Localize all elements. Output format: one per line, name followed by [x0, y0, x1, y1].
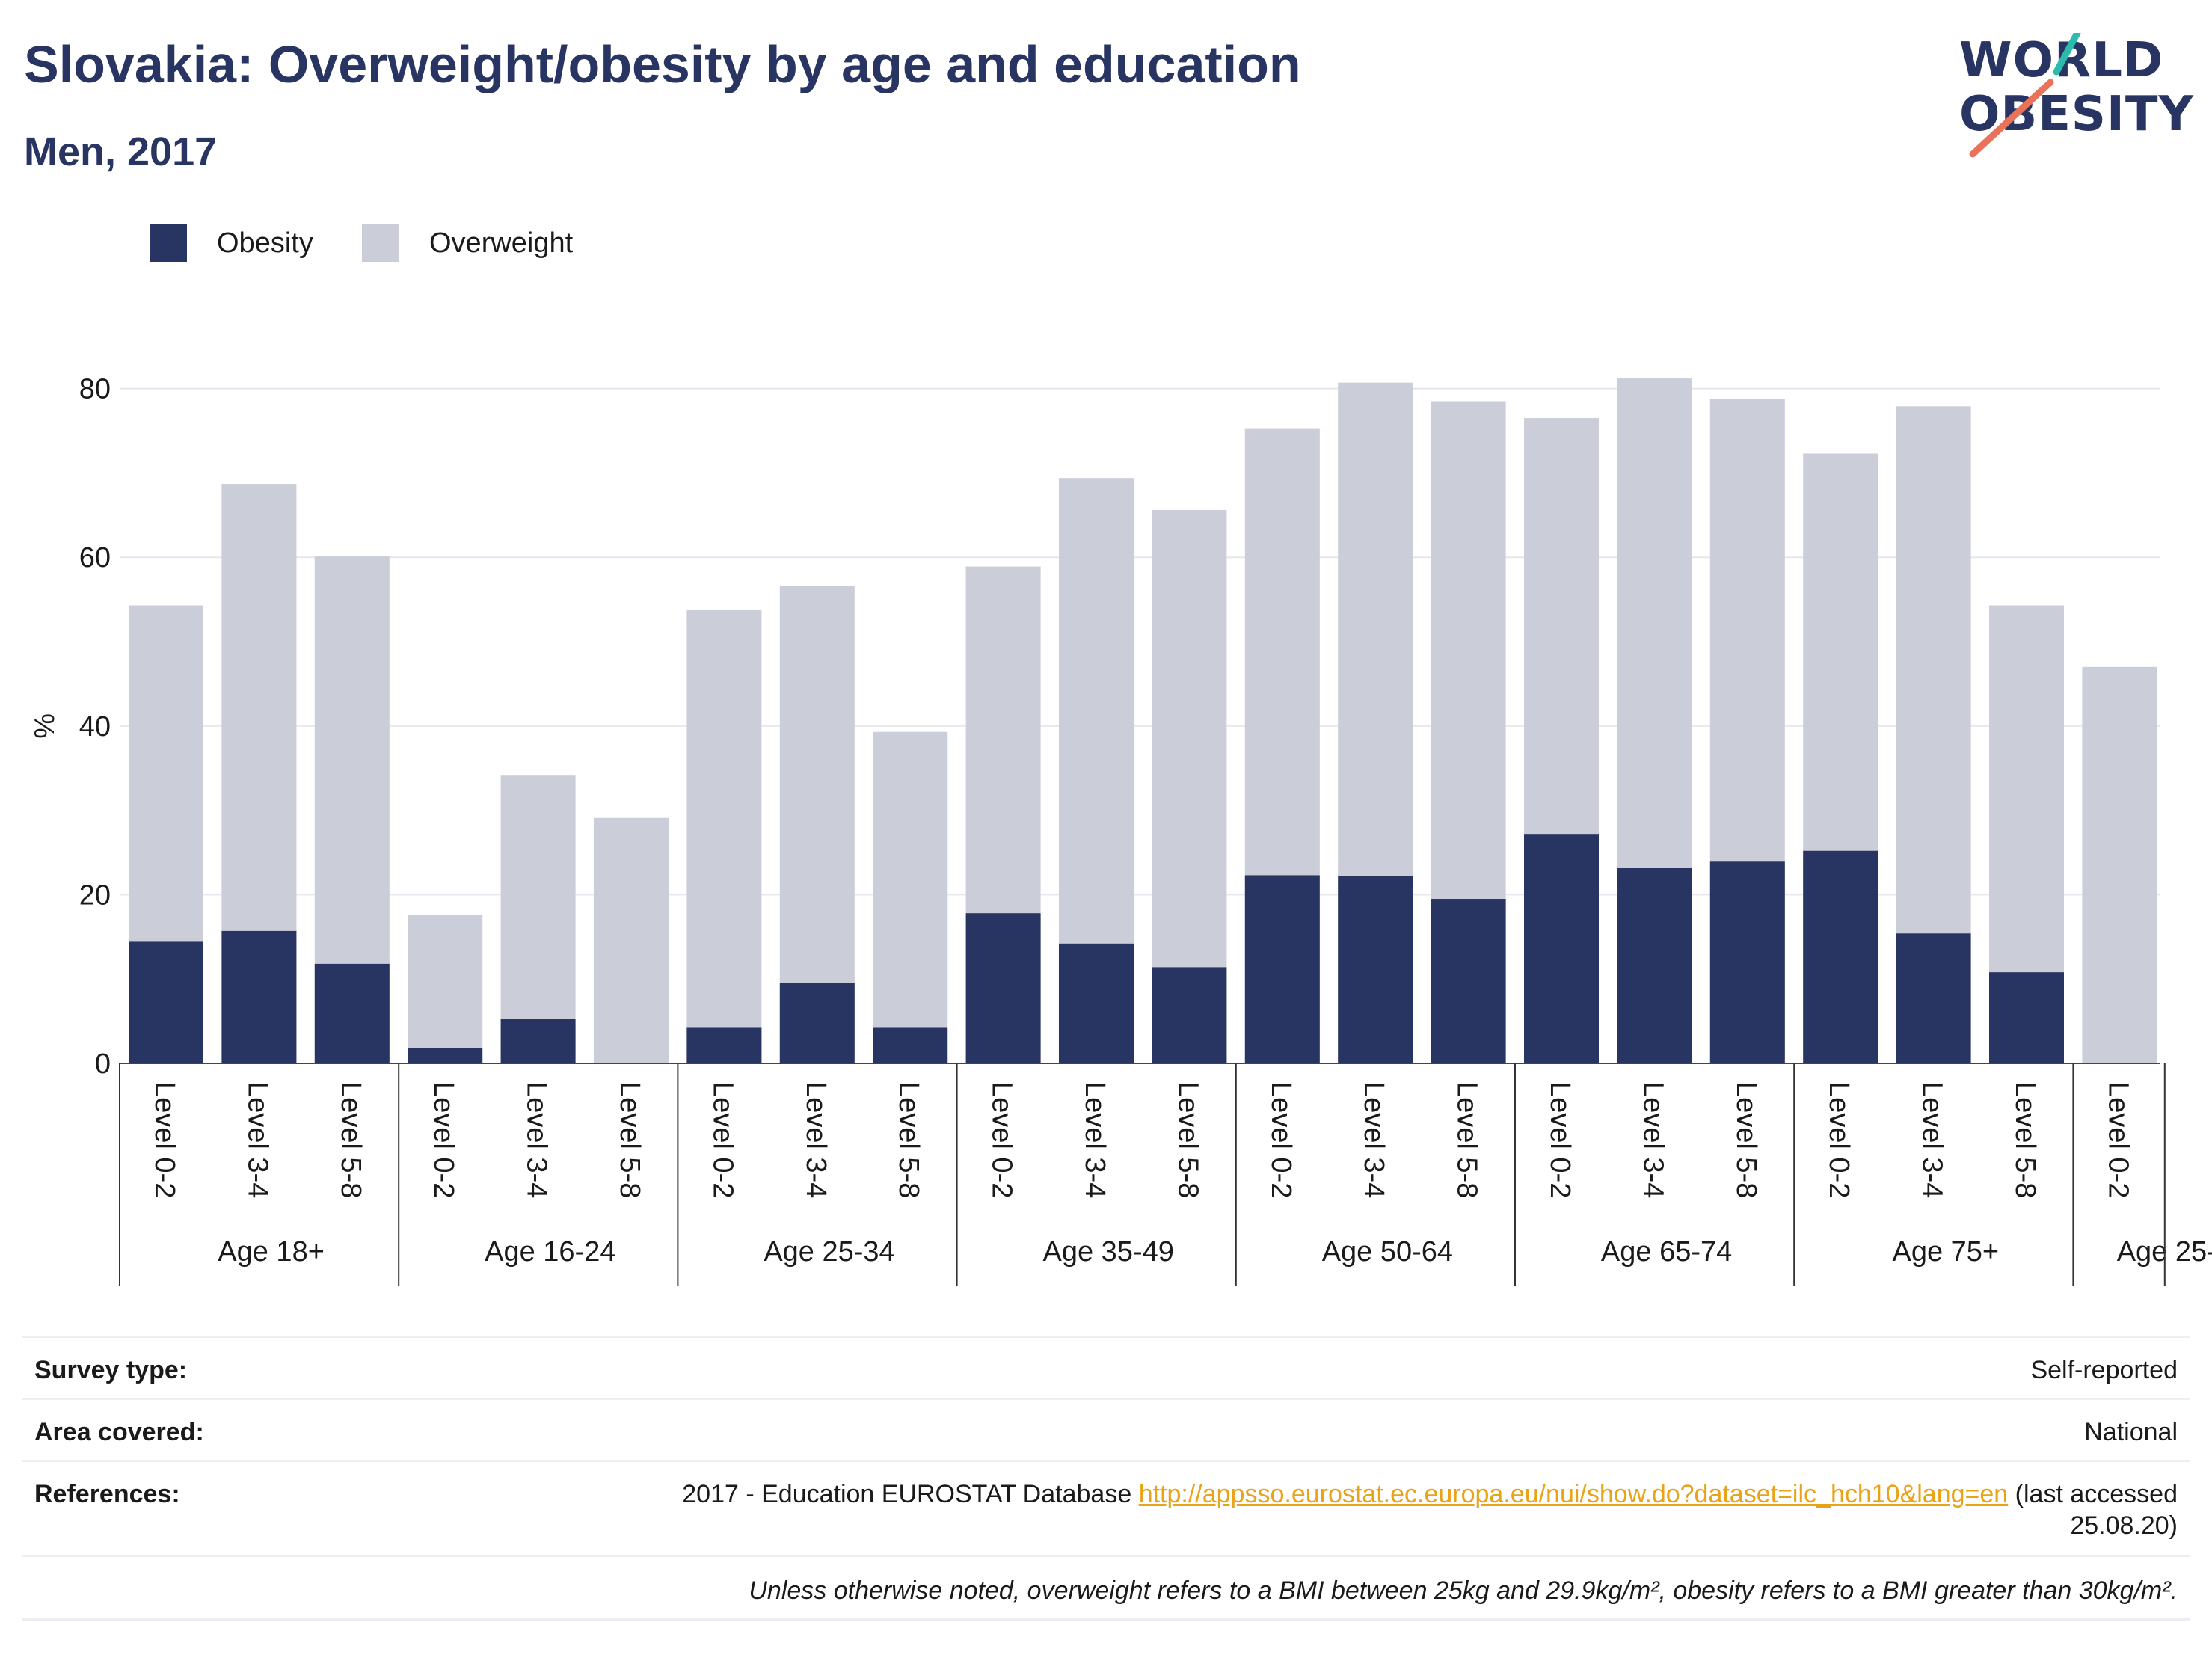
- y-tick-label: 0: [95, 1048, 111, 1080]
- x-tick-label: Level 0-2: [149, 1081, 180, 1198]
- x-tick-label: Level 5-8: [2009, 1081, 2041, 1198]
- group-label: Age 35-49: [1043, 1236, 1174, 1268]
- y-tick-label: 40: [79, 711, 111, 743]
- bar-obesity: [1617, 868, 1692, 1063]
- references-prefix: 2017 - Education EUROSTAT Database: [682, 1480, 1132, 1508]
- x-tick-label: Level 3-4: [1917, 1081, 1948, 1198]
- bar-obesity: [500, 1019, 576, 1063]
- group-label: Age 75+: [1892, 1236, 1999, 1268]
- x-tick-label: Level 3-4: [800, 1081, 832, 1198]
- x-tick-label: Level 5-8: [1730, 1081, 1762, 1198]
- bar-obesity: [221, 930, 297, 1063]
- footer-row-survey-type: Survey type: Self-reported: [22, 1336, 2190, 1398]
- x-tick-label: Level 5-8: [614, 1081, 645, 1198]
- group-label: Age 65-74: [1601, 1236, 1732, 1268]
- group-label: Age 16-24: [485, 1236, 615, 1268]
- group-label: Age 50-64: [1322, 1236, 1453, 1268]
- bar-obesity: [1896, 933, 1971, 1063]
- x-tick-label: Level 0-2: [986, 1081, 1018, 1198]
- bar-obesity: [314, 963, 390, 1063]
- survey-type-label: Survey type:: [34, 1356, 188, 1384]
- x-tick-label: Level 0-2: [1823, 1081, 1855, 1198]
- x-tick-label: Level 0-2: [428, 1081, 459, 1198]
- x-tick-label: Level 5-8: [893, 1081, 924, 1198]
- references-value: 2017 - Education EUROSTAT Database http:…: [682, 1480, 2178, 1509]
- chart-title: Slovakia: Overweight/obesity by age and …: [24, 35, 1301, 93]
- bar-obesity: [1059, 943, 1134, 1063]
- bar-obesity: [1524, 834, 1599, 1063]
- bar-obesity: [408, 1048, 483, 1063]
- footer-row-references: References: 2017 - Education EUROSTAT Da…: [22, 1460, 2190, 1555]
- world-obesity-logo: WORLD OBESITY: [1944, 33, 2199, 160]
- x-tick-label: Level 0-2: [1544, 1081, 1576, 1198]
- x-tick-label: Level 3-4: [242, 1081, 273, 1198]
- bar-chart: 0 20 40 60 80% Level 0-2 Level 3-4 Level 5-8 Lev…: [29, 374, 2212, 1286]
- x-tick-label: Level 0-2: [1265, 1081, 1297, 1198]
- bar-obesity: [779, 983, 855, 1063]
- bar-overweight: [500, 775, 576, 1063]
- bar-overweight: [2082, 666, 2157, 1063]
- bmi-note: Unless otherwise noted, overweight refer…: [749, 1576, 2178, 1605]
- references-date: 25.08.20): [2070, 1511, 2178, 1540]
- references-suffix: (last accessed: [2015, 1480, 2178, 1508]
- y-tick-label: 80: [79, 374, 111, 405]
- bar-overweight: [873, 731, 948, 1063]
- bar-obesity: [1709, 861, 1785, 1063]
- group-label: Age 18+: [218, 1236, 325, 1268]
- y-axis-label: %: [29, 713, 61, 739]
- bar-overweight: [686, 610, 762, 1063]
- x-tick-label: Level 3-4: [1079, 1081, 1110, 1198]
- legend-label-obesity: Obesity: [217, 227, 313, 259]
- bar-overweight: [408, 915, 483, 1063]
- bar-obesity: [1989, 972, 2064, 1063]
- y-tick-label: 60: [79, 542, 111, 574]
- bar-obesity: [1152, 967, 1227, 1063]
- y-tick-label: 20: [79, 879, 111, 911]
- x-tick-label: Level 5-8: [1172, 1081, 1203, 1198]
- x-tick-label: Level 3-4: [521, 1081, 553, 1198]
- bar-obesity: [1803, 850, 1878, 1063]
- area-covered-label: Area covered:: [34, 1418, 204, 1446]
- footer-row-note: Unless otherwise noted, overweight refer…: [22, 1555, 2190, 1621]
- bar-obesity: [1244, 875, 1320, 1063]
- x-tick-label: Level 3-4: [1637, 1081, 1668, 1198]
- logo-slash-icon: [1969, 33, 2081, 158]
- references-label: References:: [34, 1480, 180, 1508]
- bar-obesity: [873, 1027, 948, 1063]
- x-tick-label: Level 0-2: [707, 1081, 738, 1198]
- x-tick-label: Level 5-8: [335, 1081, 366, 1198]
- legend-label-overweight: Overweight: [429, 227, 574, 259]
- x-tick-label: Level 0-2: [2102, 1081, 2133, 1198]
- legend-swatch-obesity: [150, 224, 187, 262]
- bar-obesity: [129, 941, 203, 1063]
- bar-obesity: [1431, 899, 1506, 1063]
- x-tick-label: Level 5-8: [1451, 1081, 1483, 1198]
- bar-obesity: [686, 1027, 762, 1063]
- x-tick-label: Level 3-4: [1358, 1081, 1389, 1198]
- legend-swatch-overweight: [362, 224, 399, 262]
- bar-obesity: [965, 913, 1041, 1063]
- area-covered-value: National: [2084, 1418, 2178, 1446]
- survey-type-value: Self-reported: [2030, 1356, 2178, 1384]
- references-link[interactable]: http://appsso.eurostat.ec.europa.eu/nui/…: [1138, 1480, 2009, 1508]
- footer-row-area: Area covered: National: [22, 1398, 2190, 1460]
- bar-obesity: [1338, 876, 1413, 1063]
- chart-subtitle: Men, 2017: [24, 129, 218, 174]
- bar-overweight: [594, 817, 669, 1063]
- group-label: Age 25-34: [764, 1236, 894, 1268]
- chart-footer: Survey type: Self-reported Area covered:…: [22, 1336, 2190, 1621]
